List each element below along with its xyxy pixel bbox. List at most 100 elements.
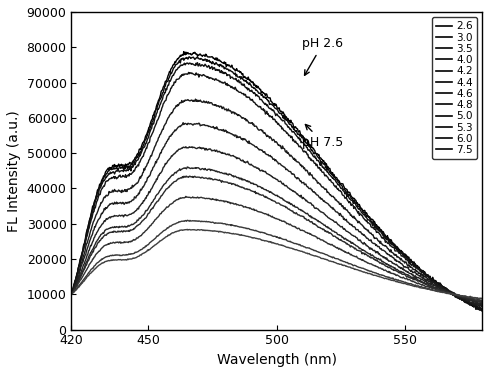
4.4 [174, 126, 180, 131]
7.5 [184, 227, 190, 232]
4.2 [478, 304, 484, 308]
6.0 [68, 292, 74, 297]
3.5 [343, 191, 348, 196]
Line: 3.5: 3.5 [71, 63, 481, 310]
5.0 [477, 300, 483, 305]
3.5 [194, 61, 200, 65]
5.0 [343, 242, 348, 246]
3.5 [310, 155, 316, 159]
4.8 [310, 217, 316, 221]
5.0 [378, 261, 384, 265]
3.0 [194, 54, 200, 59]
4.4 [476, 304, 482, 308]
3.0 [343, 190, 348, 195]
2.6 [254, 84, 260, 89]
2.6 [343, 187, 348, 191]
4.2 [174, 104, 180, 109]
4.6 [174, 148, 180, 153]
5.0 [310, 222, 316, 227]
5.0 [254, 191, 260, 196]
Text: pH 2.6: pH 2.6 [302, 37, 343, 75]
3.0 [68, 291, 74, 295]
3.0 [310, 152, 316, 156]
4.8 [478, 300, 484, 305]
6.0 [141, 245, 147, 250]
2.6 [378, 227, 384, 232]
4.6 [478, 302, 484, 306]
3.5 [378, 230, 384, 235]
6.0 [310, 248, 316, 253]
5.3 [478, 298, 484, 303]
Line: 4.2: 4.2 [71, 99, 481, 307]
5.0 [174, 178, 180, 182]
4.0 [185, 70, 191, 75]
2.6 [478, 309, 484, 313]
2.6 [141, 139, 147, 143]
6.0 [343, 260, 348, 265]
3.5 [478, 308, 484, 313]
4.4 [141, 183, 147, 188]
4.8 [378, 258, 384, 263]
4.2 [343, 208, 348, 212]
5.3 [310, 234, 316, 238]
3.0 [478, 306, 484, 311]
3.5 [141, 145, 147, 150]
4.8 [68, 292, 74, 296]
4.4 [310, 189, 316, 194]
5.3 [183, 194, 188, 199]
Line: 7.5: 7.5 [71, 229, 481, 299]
3.0 [378, 229, 384, 234]
7.5 [174, 229, 180, 233]
5.3 [254, 209, 260, 214]
5.3 [343, 250, 348, 255]
Line: 2.6: 2.6 [71, 52, 481, 311]
4.0 [478, 307, 484, 311]
X-axis label: Wavelength (nm): Wavelength (nm) [216, 353, 336, 367]
4.4 [343, 217, 348, 221]
Line: 4.8: 4.8 [71, 167, 481, 303]
4.4 [254, 146, 260, 151]
4.0 [310, 161, 316, 165]
5.3 [174, 197, 180, 202]
7.5 [343, 264, 348, 268]
3.0 [477, 308, 483, 313]
Line: 3.0: 3.0 [71, 56, 481, 310]
4.8 [254, 184, 260, 189]
4.8 [343, 237, 348, 242]
4.8 [174, 169, 180, 174]
2.6 [310, 147, 316, 152]
4.8 [141, 212, 147, 217]
6.0 [478, 297, 484, 301]
4.6 [141, 199, 147, 203]
4.0 [174, 77, 180, 82]
3.5 [174, 68, 180, 72]
Line: 5.3: 5.3 [71, 196, 481, 301]
Y-axis label: FL Intensity (a.u.): FL Intensity (a.u.) [7, 110, 21, 232]
Line: 4.4: 4.4 [71, 123, 481, 306]
5.3 [378, 267, 384, 271]
4.4 [378, 246, 384, 251]
4.4 [180, 120, 185, 125]
4.0 [378, 234, 384, 239]
4.4 [478, 302, 484, 307]
7.5 [378, 275, 384, 279]
5.0 [68, 293, 74, 297]
5.3 [477, 298, 483, 303]
6.0 [184, 218, 190, 223]
5.3 [68, 292, 74, 296]
4.2 [141, 166, 147, 171]
3.0 [254, 89, 260, 94]
4.0 [343, 195, 348, 200]
Legend: 2.6, 3.0, 3.5, 4.0, 4.2, 4.4, 4.6, 4.8, 5.0, 5.3, 6.0, 7.5: 2.6, 3.0, 3.5, 4.0, 4.2, 4.4, 4.6, 4.8, … [431, 17, 476, 159]
Line: 4.6: 4.6 [71, 147, 481, 304]
5.0 [141, 217, 147, 222]
3.0 [141, 141, 147, 146]
4.2 [68, 292, 74, 297]
5.0 [478, 300, 484, 304]
2.6 [174, 58, 180, 62]
4.2 [477, 304, 483, 309]
3.5 [68, 292, 74, 296]
7.5 [254, 236, 260, 241]
6.0 [477, 297, 483, 301]
4.6 [310, 205, 316, 209]
